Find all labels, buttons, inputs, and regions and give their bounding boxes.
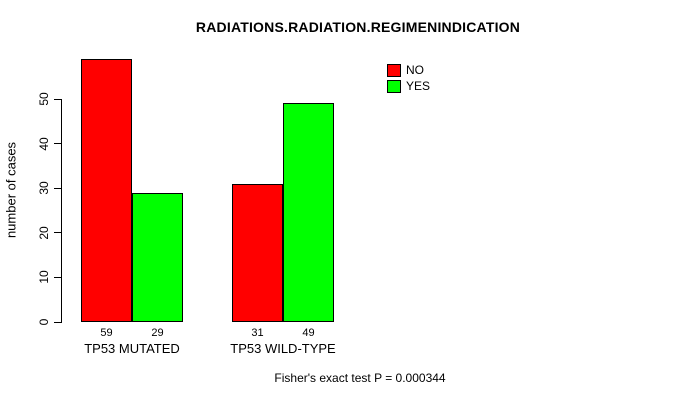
bar-yes-1 bbox=[283, 103, 334, 322]
x-category-label: TP53 WILD-TYPE bbox=[230, 341, 336, 356]
y-axis-tick bbox=[54, 187, 61, 189]
y-axis-tick bbox=[54, 143, 61, 145]
bar-value-label: 59 bbox=[100, 327, 113, 339]
y-axis-line bbox=[61, 99, 62, 323]
bar-no-1 bbox=[232, 183, 283, 322]
bar-value-label: 31 bbox=[251, 327, 264, 339]
y-tick-label: 40 bbox=[37, 136, 51, 151]
y-tick-label: 0 bbox=[37, 318, 51, 326]
y-axis-tick bbox=[54, 276, 61, 278]
fisher-test-note: Fisher's exact test P = 0.000344 bbox=[274, 371, 446, 385]
y-tick-label: 20 bbox=[37, 226, 51, 240]
bar-value-label: 49 bbox=[302, 327, 315, 339]
legend-item-yes: YES bbox=[387, 79, 430, 93]
y-tick-label: 10 bbox=[37, 270, 51, 285]
y-axis-tick bbox=[54, 98, 61, 100]
chart-title: RADIATIONS.RADIATION.REGIMENINDICATION bbox=[195, 19, 521, 35]
legend-label: NO bbox=[406, 63, 424, 77]
bar-no-0 bbox=[81, 58, 132, 322]
y-tick-label: 50 bbox=[37, 92, 51, 106]
legend-swatch-no bbox=[387, 63, 401, 77]
bar-value-label: 29 bbox=[151, 327, 164, 339]
y-axis-tick bbox=[54, 321, 61, 323]
y-axis-tick bbox=[54, 232, 61, 234]
y-tick-label: 30 bbox=[37, 181, 51, 195]
legend-label: YES bbox=[406, 79, 431, 93]
bar-yes-0 bbox=[132, 192, 183, 322]
legend: NO YES bbox=[387, 63, 430, 93]
legend-item-no: NO bbox=[387, 63, 430, 77]
legend-swatch-yes bbox=[387, 79, 401, 93]
x-category-label: TP53 MUTATED bbox=[84, 341, 180, 356]
